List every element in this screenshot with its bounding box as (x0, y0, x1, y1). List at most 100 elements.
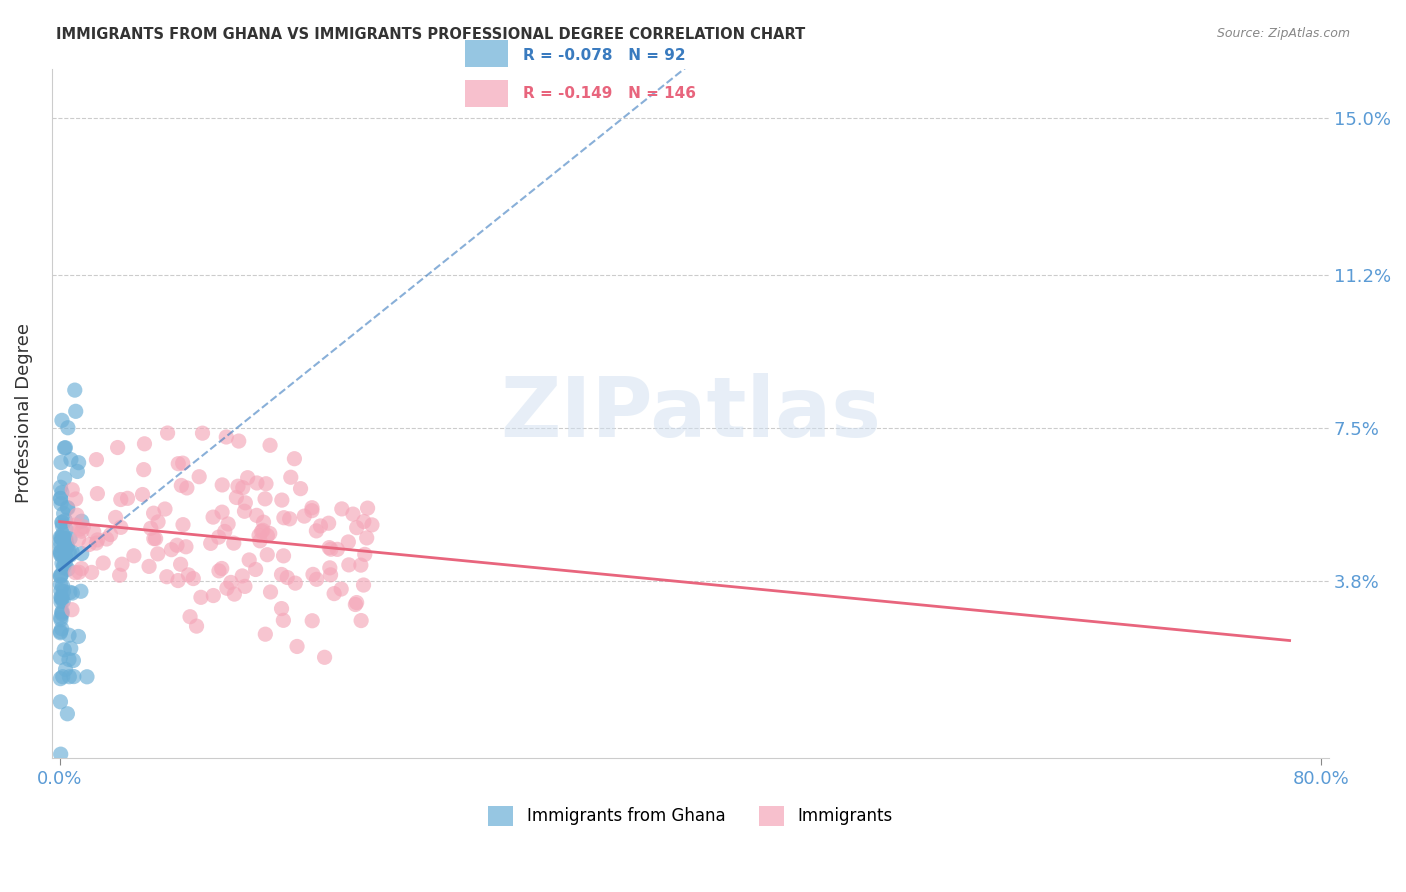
Point (49, 583, 72, 598)
Point (56, 706, 79, 721)
Point (51, 578, 73, 592)
Point (233, 496, 256, 510)
Point (60, 545, 83, 559)
Point (318, 541, 340, 555)
Point (104, 510, 127, 524)
Point (49, 610, 72, 624)
Point (169, 558, 191, 572)
Point (108, 568, 131, 582)
Point (186, 619, 208, 633)
Point (55, 513, 77, 527)
Point (49, 625, 72, 640)
Point (59, 641, 82, 656)
Point (52, 558, 75, 572)
Point (280, 470, 302, 484)
Point (55, 550, 77, 565)
Point (156, 425, 179, 440)
Point (215, 430, 238, 444)
Bar (464, 80, 509, 107)
Point (53, 441, 76, 455)
Point (285, 640, 308, 654)
Point (100, 527, 122, 541)
Point (301, 500, 323, 515)
Point (80, 566, 103, 580)
Point (49, 539, 72, 553)
Point (55, 441, 77, 455)
Point (146, 547, 169, 561)
Point (270, 601, 292, 615)
Point (153, 502, 176, 516)
Point (55, 535, 77, 549)
Point (353, 515, 375, 529)
Point (51, 485, 73, 500)
Point (55, 549, 77, 564)
Point (60, 483, 83, 497)
Point (211, 505, 233, 519)
Point (49, 650, 72, 665)
Point (337, 535, 360, 549)
Point (111, 558, 134, 572)
Point (70, 524, 93, 539)
Point (67, 566, 90, 580)
Point (292, 509, 315, 524)
Point (91, 556, 114, 570)
Point (67, 456, 90, 470)
Point (361, 517, 384, 532)
Point (278, 512, 301, 526)
Point (49, 672, 72, 686)
Point (353, 578, 375, 592)
Point (301, 504, 323, 518)
Point (51, 567, 73, 582)
Point (330, 582, 353, 596)
Point (346, 521, 368, 535)
Point (49, 546, 72, 560)
Point (233, 579, 256, 593)
Point (58, 670, 80, 684)
Point (49, 497, 72, 511)
Point (172, 517, 194, 532)
Point (86, 452, 108, 467)
Point (70, 584, 93, 599)
Point (49, 569, 72, 583)
Point (273, 613, 295, 627)
Point (254, 476, 277, 491)
Point (252, 524, 274, 538)
Point (53, 642, 76, 657)
Point (122, 549, 145, 563)
Point (67, 630, 90, 644)
Point (53, 532, 76, 546)
Point (350, 614, 373, 628)
Point (66, 465, 89, 479)
Point (131, 487, 153, 501)
Point (51, 604, 73, 618)
Point (60, 603, 83, 617)
Point (188, 469, 211, 483)
Point (219, 575, 242, 590)
Point (215, 581, 238, 595)
Point (51, 413, 73, 427)
Point (53, 471, 76, 485)
Point (273, 549, 295, 563)
Point (51, 516, 73, 530)
Point (318, 516, 340, 531)
Text: R = -0.078   N = 92: R = -0.078 N = 92 (523, 48, 686, 62)
Point (52, 527, 75, 541)
Point (211, 561, 233, 575)
Point (86, 536, 108, 550)
Point (302, 567, 325, 582)
Point (65, 491, 87, 506)
Point (52, 670, 75, 684)
Point (132, 462, 155, 476)
Point (49, 577, 72, 591)
Point (58, 628, 80, 642)
Point (107, 441, 129, 455)
Point (305, 572, 328, 586)
Point (110, 492, 132, 507)
Point (96, 532, 118, 546)
Point (55, 662, 77, 676)
Point (309, 519, 332, 533)
Point (319, 567, 342, 582)
Point (59, 532, 82, 546)
Point (59, 585, 82, 599)
Point (254, 491, 277, 506)
